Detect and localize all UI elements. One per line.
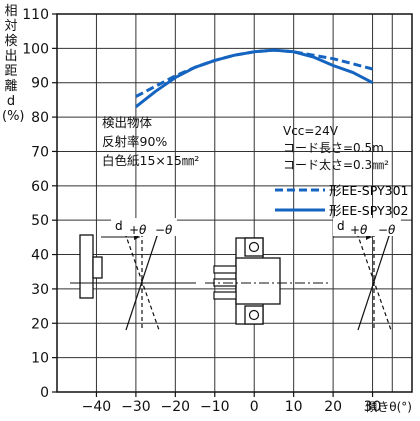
y-axis-label-char: (%) — [2, 109, 25, 124]
sensor-center-housing — [235, 257, 281, 305]
plate-right-minus — [357, 232, 391, 331]
diagram-label-d-left: d — [115, 219, 123, 233]
x-tick-label: −20 — [161, 399, 191, 415]
object-line-3: 白色紙15×15㎜² — [102, 153, 200, 168]
y-axis-label-char: 相 — [4, 4, 18, 19]
condition-line-2: コード長さ=0.5m — [283, 141, 384, 155]
mounting-diagram: d +θ −θ d +θ −θ — [70, 218, 401, 331]
legend-label-spy302: 形EE-SPY302 — [329, 203, 409, 218]
legend-label-spy301: 形EE-SPY301 — [329, 183, 409, 198]
sensor-center-hole-bottom — [248, 309, 260, 321]
diagram-label-minus-theta-right: −θ — [378, 223, 396, 237]
y-axis-label-char: 検 — [4, 34, 18, 49]
y-tick-label: 100 — [22, 41, 49, 57]
y-tick-label: 80 — [31, 110, 49, 126]
diagram-label-plus-theta-left: +θ — [129, 223, 147, 237]
sensor-center-pin-3 — [213, 291, 237, 300]
sensor-center-pin-1 — [213, 265, 237, 274]
y-axis-label-char: 対 — [4, 19, 18, 34]
label-bg-left — [111, 218, 177, 236]
series-line-spy302 — [134, 48, 374, 108]
y-tick-label: 0 — [40, 385, 49, 401]
x-tick-label: −40 — [82, 399, 112, 415]
x-tick-label: 20 — [324, 399, 342, 415]
x-tick-label: 0 — [250, 399, 259, 415]
y-tick-label: 60 — [31, 179, 49, 195]
x-axis-label: 傾きθ(°) — [365, 400, 412, 414]
diagram-label-plus-theta-right: +θ — [350, 223, 368, 237]
sensor-center-hole-top — [248, 241, 260, 253]
sensor-left-body — [79, 234, 94, 299]
conditions-note: Vcc=24V コード長さ=0.5m コード太さ=0.3㎜² — [283, 123, 389, 174]
y-tick-label: 90 — [31, 76, 49, 92]
legend: 形EE-SPY301 形EE-SPY302 — [275, 183, 409, 218]
y-axis-label-char: 出 — [4, 49, 18, 64]
y-tick-label: 70 — [31, 144, 49, 160]
y-tick-label: 50 — [31, 213, 49, 229]
x-tick-label: 30 — [364, 399, 382, 415]
plot-frame — [56, 13, 413, 393]
y-axis-label-char: 離 — [4, 79, 18, 94]
y-axis-label-char: 距 — [4, 64, 18, 79]
diagram-label-minus-theta-left: −θ — [155, 223, 173, 237]
y-tick-label: 10 — [31, 351, 49, 367]
y-axis-label-char: d — [6, 94, 16, 109]
object-note: 検出物体 反射率90% 白色紙15×15㎜² — [102, 113, 199, 170]
y-tick-label: 20 — [31, 316, 49, 332]
condition-line-1: Vcc=24V — [283, 124, 338, 138]
axes: 0 10 20 30 40 50 60 70 80 90 100 110 −40 −30 −20 −10 0 10… — [22, 7, 413, 415]
plate-left-minus — [125, 232, 159, 331]
label-bg-right — [333, 218, 401, 236]
y-tick-label: 110 — [22, 7, 49, 23]
sensor-left-face — [92, 256, 103, 279]
x-tick-label: −10 — [200, 399, 230, 415]
x-tick-label: −30 — [121, 399, 151, 415]
series — [134, 48, 374, 108]
y-axis-label: 相対検出距離 d (%) — [2, 4, 25, 124]
y-tick-label: 40 — [31, 248, 49, 264]
x-tick-label: 10 — [285, 399, 303, 415]
y-tick-label: 30 — [31, 282, 49, 298]
object-line-1: 検出物体 — [102, 115, 153, 130]
diagram-label-d-right: d — [337, 219, 345, 233]
condition-line-3: コード太さ=0.3㎜² — [283, 158, 389, 172]
object-line-2: 反射率90% — [102, 134, 168, 149]
